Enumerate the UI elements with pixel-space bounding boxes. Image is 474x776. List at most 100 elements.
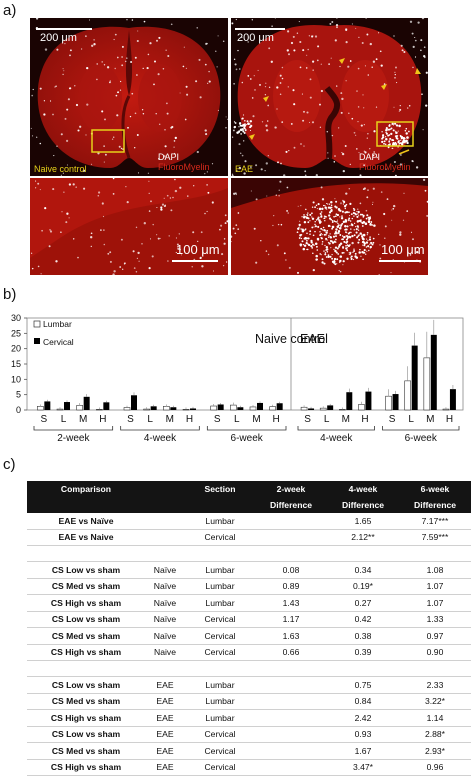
dapi-nucleus [204,63,207,66]
infiltrate-cell [344,219,347,222]
dapi-nucleus [234,232,237,235]
infiltrate-cell [238,126,240,128]
table-spacer-row [27,545,471,562]
dapi-nucleus [222,264,225,267]
cell-6-week: 0.97 [399,627,471,645]
infiltrate-cell [361,240,365,244]
dapi-nucleus [137,30,139,32]
infiltrate-cell [370,221,373,223]
infiltrate-cell [406,141,409,145]
dapi-nucleus [279,180,282,183]
dapi-nucleus [241,36,243,38]
infiltrate-cell [315,258,318,261]
dapi-nucleus [334,198,336,200]
dapi-nucleus [424,189,427,192]
bar-cervical [449,389,456,410]
infiltrate-cell [353,248,355,250]
infiltrate-cell [340,203,342,205]
infiltrate-cell [338,245,340,248]
table-row: CS High vs sham Naïve Lumbar 1.43 0.27 1.07 [27,594,471,612]
dapi-nucleus [364,151,367,154]
infiltrate-cell [320,227,323,230]
dapi-nucleus [264,170,266,172]
infiltrate-cell [323,250,325,252]
dapi-nucleus [319,103,321,106]
dapi-nucleus [355,148,358,150]
infiltrate-cell [301,216,303,218]
dapi-nucleus [290,41,294,45]
infiltrate-cell [330,247,332,249]
cell-group: Naïve [145,578,185,595]
infiltrate-cell [389,137,392,140]
dapi-nucleus [238,143,241,146]
dapi-nucleus [408,104,411,107]
cell-4-week: 1.67 [327,742,399,760]
cell-6-week: 0.90 [399,644,471,661]
dapi-nucleus [104,153,107,156]
dapi-nucleus [225,126,227,129]
dapi-nucleus [399,108,402,111]
infiltrate-cell [407,140,409,142]
infiltrate-cell [303,215,306,219]
infiltrate-cell [360,219,362,221]
dapi-nucleus [400,154,402,156]
dapi-nucleus [360,255,362,258]
infiltrate-cell [321,229,324,231]
dapi-nucleus [340,92,343,95]
infiltrate-cell [343,205,347,208]
cell-comparison: CS High vs sham [27,759,145,776]
dapi-nucleus [400,139,402,141]
dapi-nucleus [225,116,227,118]
dapi-nucleus [414,56,417,58]
dapi-nucleus [32,88,34,91]
infiltrate-cell [349,202,352,206]
bar-cervical [411,345,418,410]
dapi-nucleus [75,186,77,188]
scale-bar [379,260,421,262]
dapi-nucleus [393,35,395,37]
infiltrate-cell [356,225,359,228]
dapi-nucleus [235,224,238,226]
y-tick-label: 20 [11,344,21,354]
dapi-nucleus [98,191,101,194]
infiltrate-cell [334,232,336,235]
infiltrate-cell [354,222,356,224]
infiltrate-cell [314,223,316,226]
infiltrate-cell [365,241,369,244]
cell-2-week: 1.43 [255,594,327,612]
cell-2-week: 1.17 [255,611,327,628]
infiltrate-cell [353,250,356,252]
dapi-nucleus [242,114,245,116]
x-tick-label: H [186,414,193,425]
header-6-week: 6-week [399,481,471,497]
cell-group [145,513,185,530]
infiltrate-cell [310,239,313,243]
x-tick-label: L [61,414,67,425]
dapi-nucleus [163,205,166,208]
infiltrate-cell [309,220,311,222]
dapi-nucleus [362,94,364,96]
dapi-nucleus [412,160,414,163]
dapi-nucleus [61,211,63,213]
dapi-nucleus [348,112,350,114]
infiltrate-cell [336,221,338,223]
dapi-nucleus [379,257,382,260]
dapi-nucleus [415,166,419,169]
header-difference: Difference [399,497,471,513]
dapi-nucleus [234,192,237,195]
infiltrate-cell [404,129,407,132]
infiltrate-cell [302,247,306,251]
dapi-nucleus [119,89,122,91]
dapi-nucleus [109,251,112,254]
dapi-nucleus [133,267,136,269]
infiltrate-cell [398,142,401,145]
cell-2-week [255,529,327,546]
micrograph-eae-overview: 200 μm EAE DAPI FluoroMyelin [231,18,428,176]
cell-comparison: CS Med vs sham [27,578,145,595]
dapi-nucleus [35,18,39,20]
infiltrate-cell [348,253,350,256]
bar-lumbar [339,409,346,411]
panel-label-a: a) [3,2,17,19]
dapi-nucleus [109,260,112,263]
